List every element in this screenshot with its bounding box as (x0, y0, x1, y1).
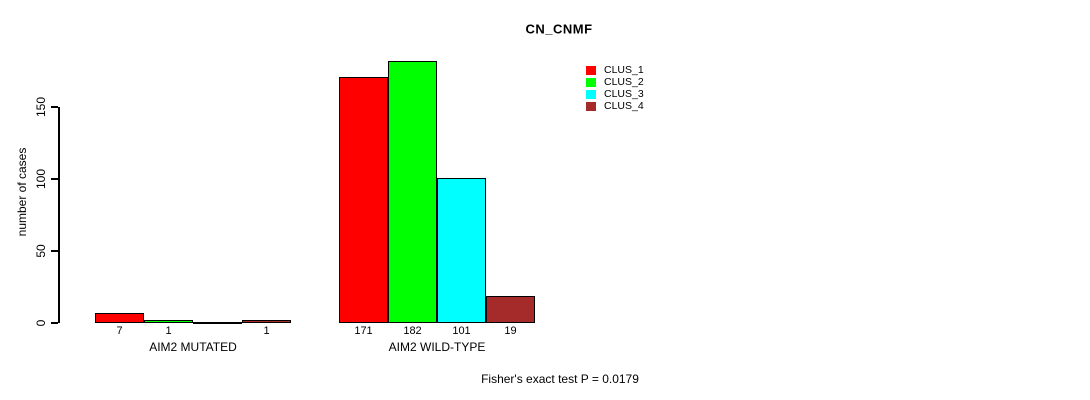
y-axis-line (58, 107, 60, 323)
y-tick-label-50: 50 (34, 244, 48, 258)
y-tick-label-150: 150 (34, 96, 48, 118)
bar-value-label-clus_4-group2: 19 (504, 325, 517, 337)
bar-clus_1-group1 (95, 313, 144, 323)
bar-value-label-clus_4-group1: 1 (263, 325, 270, 337)
bar-clus_2-group1 (144, 320, 193, 323)
bar-value-label-clus_1-group2: 171 (354, 325, 373, 337)
legend-item-clus_2: CLUS_2 (586, 76, 644, 88)
legend-label-clus_3: CLUS_3 (604, 88, 644, 100)
y-tick-50 (51, 250, 58, 252)
group-label-2: AIM2 WILD-TYPE (388, 340, 486, 354)
legend-swatch-clus_2 (586, 77, 596, 87)
y-tick-0 (51, 322, 58, 324)
y-tick-label-0: 0 (34, 319, 48, 327)
legend-item-clus_3: CLUS_3 (586, 88, 644, 100)
bar-clus_1-group2 (339, 77, 388, 323)
bar-clus_4-group2 (486, 296, 535, 323)
bar-value-label-clus_2-group1: 1 (165, 325, 172, 337)
legend: CLUS_1 CLUS_2 CLUS_3 CLUS_4 (586, 64, 644, 112)
bar-value-label-clus_3-group2: 101 (452, 325, 471, 337)
legend-label-clus_4: CLUS_4 (604, 100, 644, 112)
bar-value-label-clus_1-group1: 7 (116, 325, 123, 337)
fisher-test-annotation: Fisher's exact test P = 0.0179 (481, 372, 639, 386)
bar-clus_3-group2 (437, 178, 486, 323)
bar-clus_3-group1 (193, 322, 242, 324)
bar-clus_2-group2 (388, 61, 437, 323)
legend-item-clus_4: CLUS_4 (586, 100, 644, 112)
legend-item-clus_1: CLUS_1 (586, 64, 644, 76)
bar-value-label-clus_2-group2: 182 (403, 325, 422, 337)
chart-title: CN_CNMF (525, 21, 593, 37)
y-tick-label-100: 100 (34, 168, 48, 190)
legend-swatch-clus_4 (586, 101, 596, 111)
group-label-1: AIM2 MUTATED (149, 340, 237, 354)
y-axis-label: number of cases (15, 147, 29, 237)
y-tick-150 (51, 106, 58, 108)
bar-clus_4-group1 (242, 320, 291, 323)
legend-label-clus_2: CLUS_2 (604, 76, 644, 88)
legend-label-clus_1: CLUS_1 (604, 64, 644, 76)
y-tick-100 (51, 178, 58, 180)
legend-swatch-clus_1 (586, 65, 596, 75)
legend-swatch-clus_3 (586, 89, 596, 99)
